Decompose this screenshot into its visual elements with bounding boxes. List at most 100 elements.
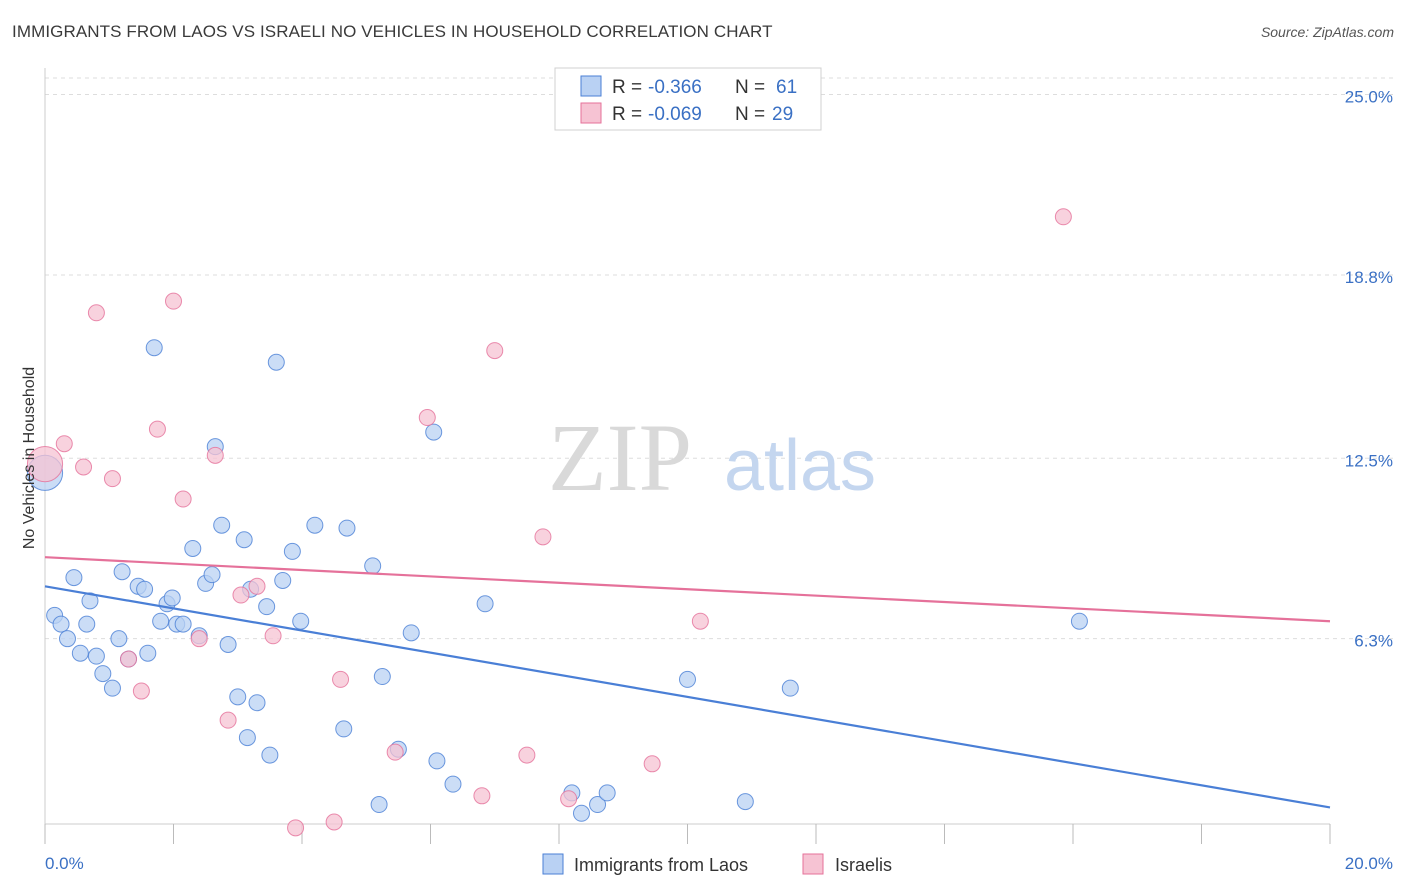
point-laos	[248, 694, 266, 712]
point-israelis	[132, 682, 150, 700]
legend-n-value-israelis: 29	[772, 104, 793, 125]
point-laos	[598, 784, 616, 802]
bottom-legend-label-israelis: Israelis	[835, 855, 892, 875]
point-israelis	[287, 819, 305, 837]
point-israelis	[75, 458, 93, 476]
point-israelis	[206, 446, 224, 464]
legend-swatch-laos	[580, 75, 602, 97]
point-laos	[402, 624, 420, 642]
point-laos	[145, 339, 163, 357]
trend-lines	[44, 556, 1331, 809]
point-laos	[364, 557, 382, 575]
bottom-legend-swatch-israelis	[802, 853, 824, 875]
point-laos	[87, 647, 105, 665]
trend-line-laos	[44, 585, 1331, 809]
point-israelis	[165, 292, 182, 310]
point-israelis	[87, 304, 105, 322]
point-laos	[736, 793, 754, 811]
watermark-zip: ZIP	[548, 404, 692, 511]
point-laos	[444, 775, 462, 793]
source-label: Source: ZipAtlas.com	[1260, 24, 1394, 40]
point-laos	[238, 729, 256, 747]
legend-n-value-laos: 61	[776, 77, 797, 98]
point-laos	[213, 516, 231, 534]
point-laos	[184, 539, 202, 557]
point-laos	[152, 612, 170, 630]
point-laos	[58, 630, 76, 648]
point-laos	[679, 670, 696, 688]
legend-n-label-israelis: N =	[735, 104, 765, 125]
legend-n-label-laos: N =	[735, 77, 765, 98]
point-israelis	[264, 627, 282, 645]
y-tick-label: 25.0%	[1345, 88, 1393, 107]
point-laos	[235, 531, 253, 549]
point-israelis	[190, 630, 208, 648]
point-israelis	[418, 409, 436, 427]
grid-lines	[45, 77, 1395, 640]
point-laos	[781, 679, 799, 697]
point-laos	[110, 630, 128, 648]
point-laos	[229, 688, 247, 706]
legend-r-label-israelis: R =	[612, 104, 642, 125]
point-laos	[283, 542, 301, 560]
point-israelis	[325, 813, 343, 831]
point-laos	[65, 569, 83, 587]
point-israelis	[120, 650, 138, 668]
bottom-legend: Immigrants from Laos Israelis	[542, 853, 892, 875]
x-tick-label-min: 0.0%	[45, 854, 84, 873]
point-israelis	[534, 528, 552, 546]
point-laos	[163, 589, 181, 607]
point-laos	[267, 353, 285, 371]
point-laos	[476, 595, 494, 613]
y-tick-label: 18.8%	[1345, 268, 1393, 287]
point-israelis	[148, 420, 166, 438]
watermark-atlas: atlas	[724, 426, 876, 506]
point-israelis	[518, 746, 536, 764]
point-laos	[589, 796, 607, 814]
point-laos	[71, 644, 89, 662]
point-laos	[103, 679, 121, 697]
legend-swatch-israelis	[580, 102, 602, 124]
point-laos	[258, 598, 276, 616]
bottom-legend-swatch-laos	[542, 853, 564, 875]
point-laos	[335, 720, 353, 738]
point-laos	[338, 519, 356, 537]
point-laos	[274, 571, 292, 589]
axes	[44, 68, 1331, 844]
tick-labels: 6.3% 12.5% 18.8% 25.0% 0.0% 20.0%	[45, 88, 1393, 873]
point-israelis	[232, 586, 250, 604]
point-israelis	[174, 490, 192, 508]
point-israelis	[248, 577, 266, 595]
x-tick-label-max: 20.0%	[1345, 854, 1393, 873]
y-tick-label: 6.3%	[1354, 632, 1393, 651]
point-israelis	[486, 342, 504, 360]
point-laos	[203, 566, 221, 584]
point-israelis	[103, 470, 121, 488]
point-israelis	[1054, 208, 1072, 226]
point-laos	[94, 665, 112, 683]
point-israelis	[560, 790, 578, 808]
point-israelis	[386, 743, 404, 761]
point-laos	[373, 668, 391, 686]
point-israelis	[643, 755, 661, 773]
chart-title: IMMIGRANTS FROM LAOS VS ISRAELI NO VEHIC…	[12, 22, 773, 41]
point-laos	[174, 615, 192, 633]
series-israelis-points	[26, 208, 1072, 837]
point-laos	[139, 644, 157, 662]
point-israelis	[55, 435, 73, 453]
y-tick-label: 12.5%	[1345, 451, 1393, 470]
point-laos	[1070, 612, 1088, 630]
point-israelis	[473, 787, 491, 805]
point-laos	[113, 563, 131, 581]
point-laos	[261, 746, 279, 764]
point-laos	[52, 615, 70, 633]
y-axis-label: No Vehicles in Household	[21, 367, 38, 549]
trend-line-israelis	[44, 556, 1331, 623]
point-laos	[78, 615, 96, 633]
point-laos	[219, 636, 237, 654]
point-laos	[81, 592, 99, 610]
point-laos	[136, 580, 154, 598]
point-laos	[428, 752, 446, 770]
point-israelis	[691, 612, 709, 630]
